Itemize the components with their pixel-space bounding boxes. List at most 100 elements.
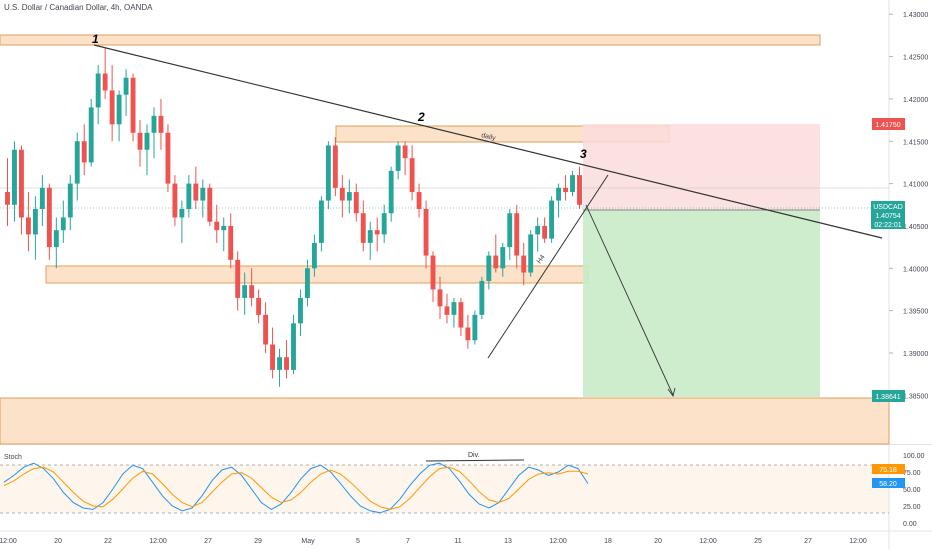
stoch-k-line (3, 462, 589, 514)
stop-loss-area[interactable] (583, 124, 820, 210)
symbol-badge (871, 201, 905, 211)
candle-body (32, 209, 38, 235)
stop-price-text: 1.38641 (875, 394, 900, 401)
countdown-text: 02:22:01 (874, 222, 901, 229)
candle-body (535, 225, 541, 235)
take-profit-area[interactable] (583, 210, 820, 397)
time-tick-label: 7 (406, 538, 410, 545)
candle-body (423, 209, 429, 256)
candle-body (221, 225, 227, 231)
candle-body (18, 149, 24, 218)
candle-body (53, 230, 59, 248)
stoch-tick-label: 25.00 (903, 504, 921, 511)
stoch-lines (3, 462, 589, 514)
ascending-trendline[interactable] (487, 174, 609, 359)
stoch-axis: 100.00 75.00 50.00 25.00 0.00 (903, 453, 925, 528)
descending-trendline[interactable] (93, 44, 883, 239)
candle-body (500, 247, 506, 269)
time-tick-label: 12:00 (149, 538, 167, 545)
stoch-k-text: 58.20 (879, 481, 897, 488)
stoch-band (0, 465, 889, 513)
candle-body (179, 209, 185, 218)
candle-body (165, 132, 171, 184)
time-tick-label: 11 (454, 538, 461, 545)
time-tick-label: 27 (804, 538, 812, 545)
candle-body (311, 242, 317, 269)
time-tick-label: 5 (356, 538, 360, 545)
countdown-badge (871, 220, 905, 229)
candle-body (479, 280, 485, 315)
candle-body (360, 213, 366, 243)
candle-body (193, 183, 199, 201)
time-tick-label: 12:00 (849, 538, 867, 545)
candle-body (458, 302, 464, 328)
time-tick-label: 25 (754, 538, 762, 545)
divergence-label: Div. (468, 452, 480, 459)
stoch-d-text: 75.18 (879, 467, 897, 474)
time-tick-label: 20 (654, 538, 662, 545)
divergence-line[interactable] (425, 459, 525, 462)
support-zone-mid[interactable] (45, 265, 589, 284)
candle-body (542, 225, 548, 239)
candle-body (577, 175, 582, 205)
candles-group (5, 48, 582, 387)
h4-label: H4 (536, 254, 547, 265)
projection-arrow-head (667, 387, 676, 398)
price-tick-label: 1.40500 (903, 224, 928, 231)
price-tick-label: 1.43000 (903, 12, 928, 19)
candle-body (472, 314, 478, 341)
candle-body (486, 255, 492, 281)
demand-zone-bottom[interactable] (0, 397, 890, 445)
symbol-text: USDCAD (873, 204, 903, 211)
stoch-title: Stoch (4, 454, 22, 461)
stoch-tick-label: 0.00 (903, 521, 917, 528)
candle-body (556, 187, 562, 201)
candle-body (186, 183, 192, 209)
chart-title: U.S. Dollar / Canadian Dollar, 4h, OANDA (4, 3, 153, 12)
candle-body (277, 357, 282, 370)
candle-body (353, 192, 359, 214)
price-tick-label: 1.38500 (903, 393, 928, 400)
time-tick-label: 12:00 (0, 538, 17, 545)
candle-body (5, 192, 10, 205)
candle-body (200, 187, 206, 201)
candle-body (228, 225, 234, 260)
price-tick-label: 1.42000 (903, 97, 928, 104)
price-tick-label: 1.40000 (903, 266, 928, 273)
candle-body (249, 285, 255, 298)
candle-body (172, 183, 178, 218)
candle-body (402, 145, 408, 159)
candle-body (25, 217, 31, 235)
supply-zone-top[interactable] (0, 34, 821, 46)
time-tick-label: 29 (254, 538, 262, 545)
candle-body (367, 230, 373, 243)
candle-body (332, 145, 338, 188)
time-tick-label: 12:00 (549, 538, 567, 545)
candle-body (305, 268, 310, 298)
projection-arrow[interactable] (585, 204, 674, 396)
candle-body (521, 255, 527, 273)
candle-body (137, 132, 143, 150)
candle-body (88, 107, 94, 163)
point-1-label: 1 (92, 32, 99, 46)
time-axis[interactable]: 12:00 20 22 12:00 27 29 May 5 7 11 13 12:00 18 20 12:0… (0, 538, 867, 545)
candle-body (158, 115, 164, 133)
candle-body (444, 306, 450, 315)
candle-body (116, 94, 122, 125)
price-tick-label: 1.41500 (903, 139, 928, 146)
daily-label: daily (481, 132, 497, 142)
candle-body (144, 132, 150, 150)
time-tick-label: 13 (504, 538, 512, 545)
candle-body (74, 141, 80, 184)
candle-body (451, 302, 457, 315)
candle-body (437, 289, 443, 307)
stop-price-badge (872, 390, 905, 402)
candle-body (549, 200, 555, 239)
candle-body (12, 149, 17, 205)
price-badge (871, 211, 905, 220)
candle-body (102, 73, 108, 91)
candle-body (465, 327, 471, 341)
candle-body (130, 77, 136, 133)
